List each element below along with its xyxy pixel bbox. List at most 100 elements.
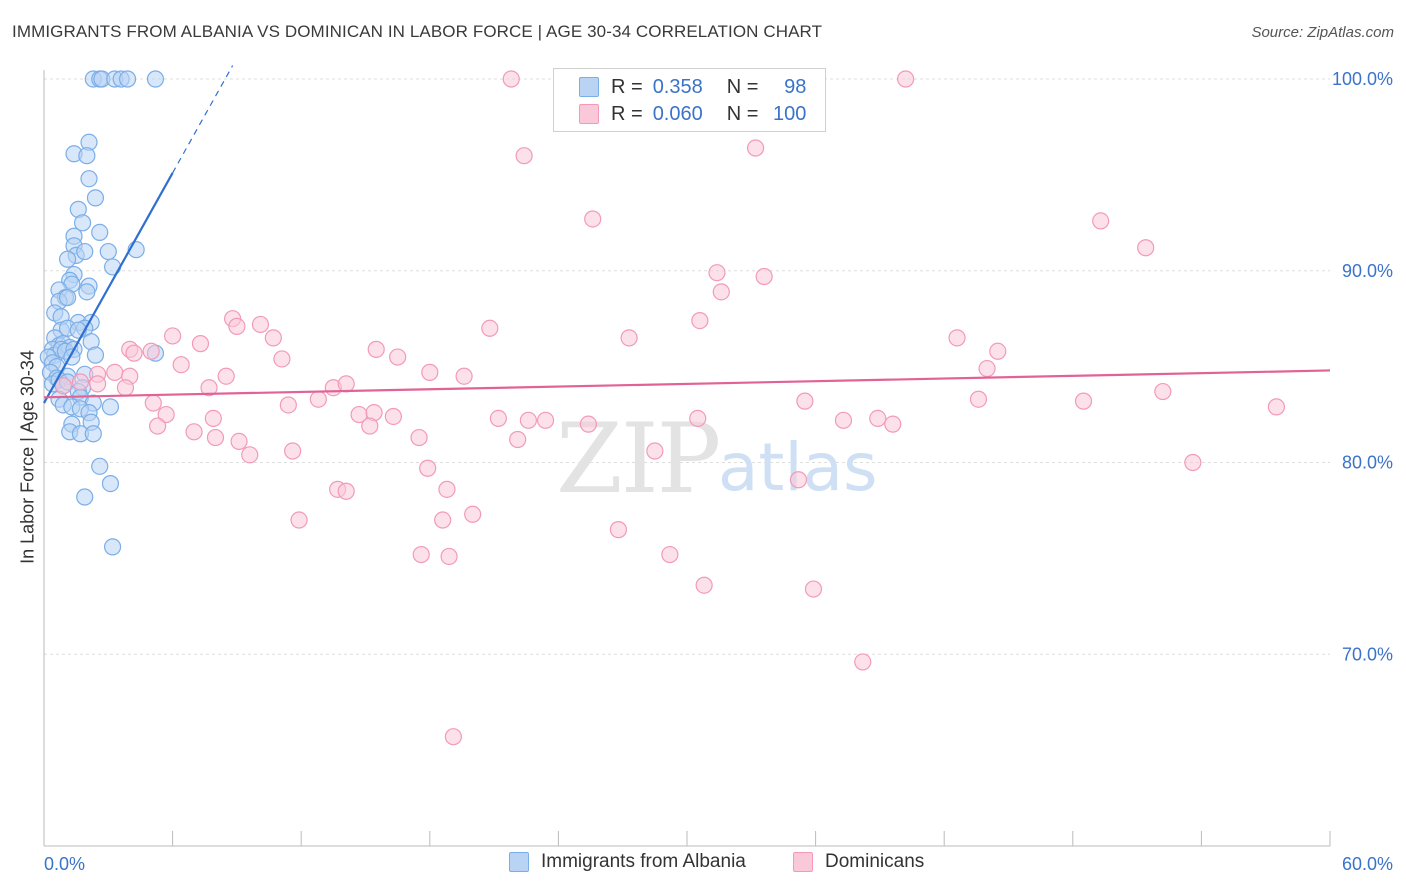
dominican-point (834, 411, 853, 429)
dominican-point (228, 317, 246, 335)
x-tick-label: 60.0% (1342, 854, 1393, 874)
dominican-legend-swatch (793, 852, 813, 872)
y-tick-label: 100.0% (1332, 69, 1393, 89)
dominican-swatch (579, 104, 599, 124)
dominican-point (164, 327, 182, 345)
n-label: N = (726, 102, 759, 125)
albania-point (101, 474, 120, 493)
albania-point (91, 457, 109, 475)
axes (43, 70, 1331, 847)
dominican-point (854, 653, 872, 671)
dominican-point (455, 367, 473, 385)
dominican-point (410, 428, 428, 447)
dominican-point (125, 344, 143, 362)
dominican-point (796, 392, 814, 410)
dominican-point (438, 480, 456, 498)
dominican-point (897, 70, 915, 88)
dominican-point (200, 379, 218, 397)
dominican-point (789, 471, 808, 489)
albania-trend-line (43, 172, 174, 404)
albania-point (78, 147, 96, 165)
dominican-point (1137, 239, 1155, 257)
dominican-point (309, 390, 327, 408)
trend-lines (43, 65, 1331, 404)
albania-trend-extension (172, 65, 234, 174)
dominican-point (609, 521, 628, 539)
dominican-point (367, 340, 385, 358)
dominican-point (204, 409, 222, 427)
dominican-point (746, 139, 765, 157)
dominican-point (185, 423, 203, 441)
dominican-point (191, 335, 210, 353)
dominican-point (264, 329, 282, 347)
y-axis-label: In Labor Force | Age 30-34 (17, 350, 38, 564)
dominican-point (536, 411, 555, 429)
dominican-point (584, 210, 602, 228)
albania-point (58, 250, 77, 268)
dominican-point (337, 375, 355, 393)
albania-point (99, 242, 117, 261)
dominican-point (273, 350, 291, 368)
legend-row-albania: R = 0.358 N = 98 (554, 74, 806, 100)
dominican-point (978, 359, 996, 378)
dominican-point (419, 459, 437, 477)
r-label: R = (611, 102, 643, 125)
legend-item-albania[interactable]: Immigrants from Albania (509, 851, 746, 873)
r-value-dominican: 0.060 (652, 102, 703, 125)
albania-point (84, 425, 102, 443)
dominican-point (172, 356, 190, 374)
dominican-point (116, 379, 135, 397)
dominican-points (54, 70, 1286, 746)
dominican-point (519, 411, 537, 429)
albania-point (101, 398, 120, 416)
dominican-point (969, 390, 988, 408)
dominican-point (230, 432, 248, 451)
dominican-point (241, 446, 259, 464)
dominican-point (502, 70, 520, 88)
dominican-point (412, 545, 430, 564)
dominican-point (421, 363, 439, 381)
dominican-point (869, 409, 887, 427)
tick-labels: 70.0% 80.0% 90.0% 100.0% 0.0% 60.0% (44, 69, 1393, 874)
dominican-point (290, 511, 308, 529)
dominican-point (620, 329, 638, 347)
dominican-point (284, 442, 302, 460)
source-note: Source: ZipAtlas.com (1251, 24, 1394, 41)
dominican-point (646, 442, 664, 460)
n-value-albania: 98 (784, 75, 807, 98)
dominican-point (661, 545, 679, 564)
dominican-point (337, 482, 355, 500)
legend-item-dominican[interactable]: Dominicans (793, 851, 924, 873)
dominican-point (989, 342, 1007, 360)
dominican-point (884, 415, 902, 433)
albania-point (76, 488, 94, 506)
dominican-point (384, 407, 402, 426)
dominican-legend-label: Dominicans (825, 851, 925, 872)
dominican-point (106, 363, 124, 381)
y-tick-label: 70.0% (1342, 644, 1393, 664)
albania-point (78, 283, 96, 301)
dominican-point (157, 405, 175, 424)
dominican-point (1267, 398, 1286, 416)
albania-legend-label: Immigrants from Albania (541, 851, 746, 872)
n-value-dominican: 100 (773, 102, 807, 125)
dominican-point (515, 147, 533, 165)
dominican-point (71, 373, 90, 391)
legend-row-dominican: R = 0.060 N = 100 (554, 101, 806, 127)
correlation-legend: R = 0.358 N = 98 R = 0.060 N = 100 (553, 68, 826, 132)
n-label: N = (726, 75, 759, 98)
y-tick-label: 80.0% (1342, 453, 1393, 473)
dominican-trend-line (43, 369, 1331, 399)
dominican-point (804, 580, 823, 598)
gridlines (44, 78, 1330, 655)
watermark-atlas: atlas (718, 429, 878, 506)
dominican-point (691, 312, 709, 330)
dominican-point (279, 396, 297, 414)
dominican-point (251, 315, 270, 334)
dominican-point (206, 428, 225, 447)
dominican-point (148, 417, 167, 435)
dominican-point (1154, 382, 1172, 401)
dominican-point (464, 505, 482, 523)
albania-point (91, 223, 109, 241)
